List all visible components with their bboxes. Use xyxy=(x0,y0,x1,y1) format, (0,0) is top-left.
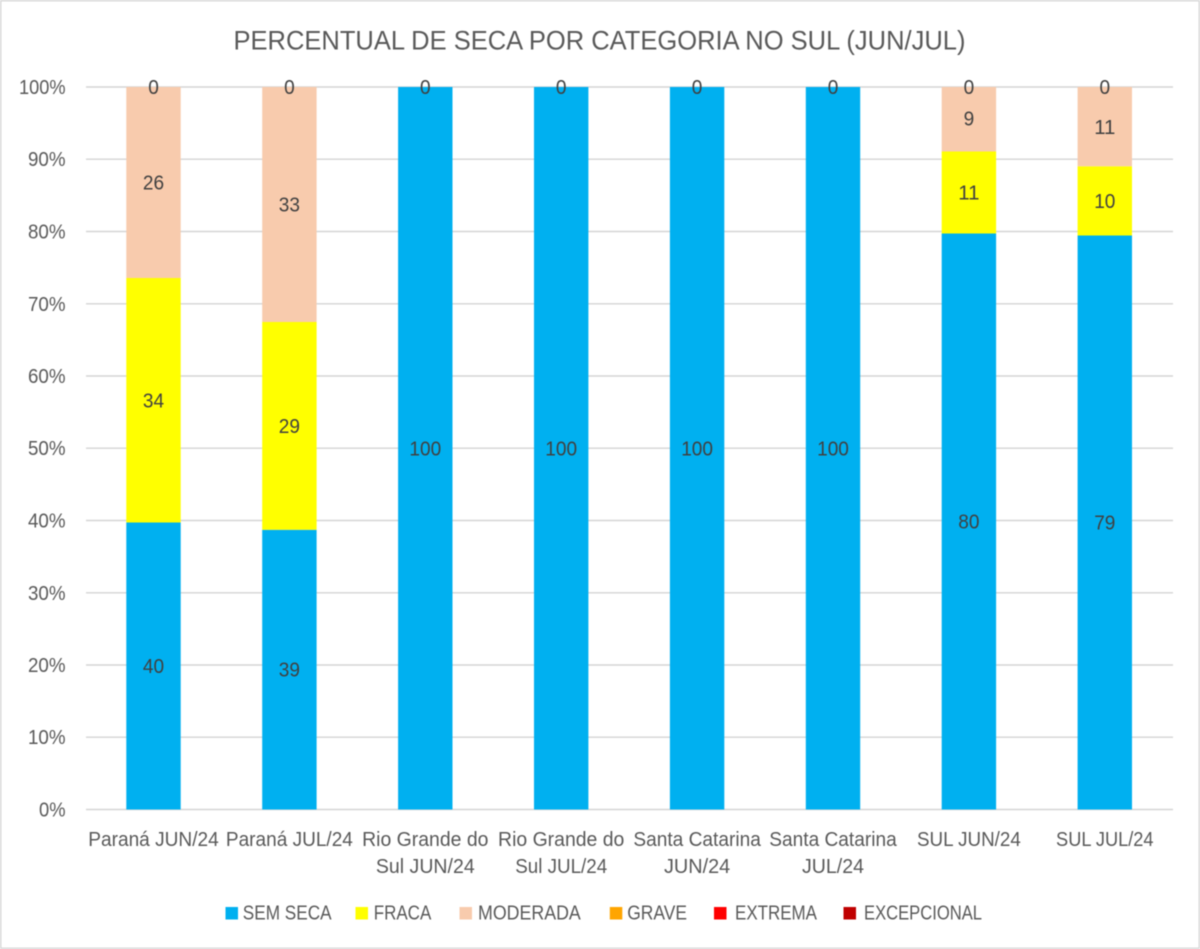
svg-text:9: 9 xyxy=(964,108,975,131)
svg-text:Sul JUL/24: Sul JUL/24 xyxy=(515,855,607,878)
svg-text:0: 0 xyxy=(692,76,703,99)
svg-text:40: 40 xyxy=(143,655,164,678)
svg-text:0: 0 xyxy=(148,76,159,99)
svg-text:SUL JUL/24: SUL JUL/24 xyxy=(1056,828,1154,851)
svg-text:0%: 0% xyxy=(39,799,66,822)
svg-text:SUL JUN/24: SUL JUN/24 xyxy=(917,828,1021,851)
svg-text:33: 33 xyxy=(279,194,300,217)
svg-text:26: 26 xyxy=(143,172,164,195)
svg-text:100: 100 xyxy=(817,437,849,460)
svg-text:Paraná JUN/24: Paraná JUN/24 xyxy=(88,828,219,851)
svg-text:79: 79 xyxy=(1094,512,1115,535)
svg-text:MODERADA: MODERADA xyxy=(478,902,581,925)
svg-text:11: 11 xyxy=(1094,116,1115,139)
svg-text:0: 0 xyxy=(828,76,839,99)
svg-text:FRACA: FRACA xyxy=(374,902,432,925)
svg-text:10%: 10% xyxy=(28,726,66,749)
svg-text:100%: 100% xyxy=(19,76,66,99)
svg-text:EXCEPCIONAL: EXCEPCIONAL xyxy=(864,902,982,925)
svg-text:90%: 90% xyxy=(28,148,66,171)
svg-text:0: 0 xyxy=(1100,76,1111,99)
svg-text:30%: 30% xyxy=(28,582,66,605)
svg-text:Santa Catarina: Santa Catarina xyxy=(633,828,761,851)
svg-text:29: 29 xyxy=(279,415,300,438)
svg-text:40%: 40% xyxy=(28,510,66,533)
svg-text:0: 0 xyxy=(284,76,295,99)
svg-text:Sul JUN/24: Sul JUN/24 xyxy=(376,855,475,878)
svg-text:50%: 50% xyxy=(28,437,66,460)
svg-text:Paraná JUL/24: Paraná JUL/24 xyxy=(226,828,353,851)
svg-text:100: 100 xyxy=(409,437,441,460)
svg-text:11: 11 xyxy=(958,182,979,205)
svg-text:34: 34 xyxy=(143,389,164,412)
svg-text:JUL/24: JUL/24 xyxy=(802,855,864,878)
svg-text:0: 0 xyxy=(420,76,431,99)
svg-text:39: 39 xyxy=(279,659,300,682)
svg-text:70%: 70% xyxy=(28,293,66,316)
svg-text:EXTREMA: EXTREMA xyxy=(735,902,817,925)
svg-text:10: 10 xyxy=(1094,190,1115,213)
svg-text:Rio Grande do: Rio Grande do xyxy=(362,828,488,851)
svg-text:60%: 60% xyxy=(28,365,66,388)
svg-text:80: 80 xyxy=(958,511,979,534)
svg-text:100: 100 xyxy=(681,437,713,460)
svg-text:SEM SECA: SEM SECA xyxy=(243,902,332,925)
svg-text:PERCENTUAL DE SECA POR CATEGOR: PERCENTUAL DE SECA POR CATEGORIA NO SUL … xyxy=(234,26,966,56)
svg-text:100: 100 xyxy=(545,437,577,460)
svg-text:0: 0 xyxy=(556,76,567,99)
svg-text:0: 0 xyxy=(964,76,975,99)
svg-text:Santa Catarina: Santa Catarina xyxy=(769,828,897,851)
svg-text:Rio Grande do: Rio Grande do xyxy=(498,828,624,851)
svg-text:GRAVE: GRAVE xyxy=(627,902,687,925)
svg-text:80%: 80% xyxy=(28,221,66,244)
svg-text:JUN/24: JUN/24 xyxy=(664,855,730,878)
svg-text:20%: 20% xyxy=(28,654,66,677)
